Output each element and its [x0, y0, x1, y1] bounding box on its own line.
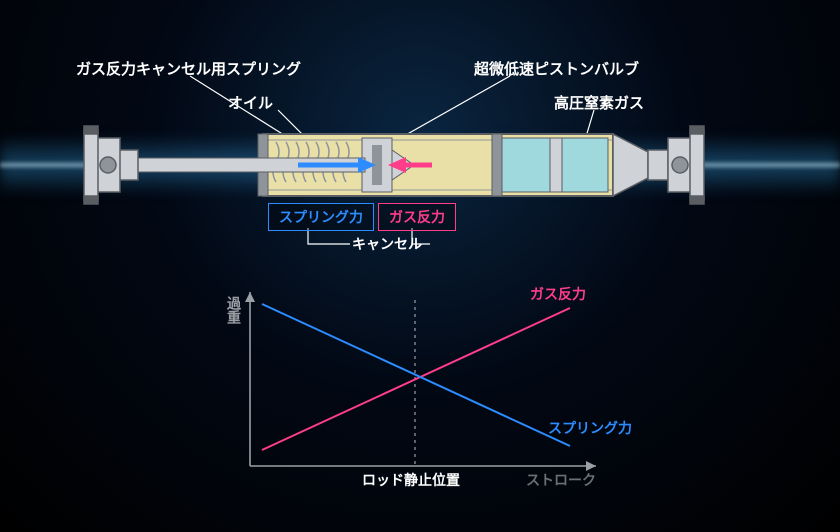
graph-spring-label: スプリング力: [548, 418, 632, 438]
neutral-label: ロッド静止位置: [362, 470, 460, 490]
y-axis-label: 過重: [224, 296, 244, 324]
cancel-label: キャンセル: [352, 234, 422, 254]
x-axis-label: ストローク: [526, 470, 596, 490]
spring-force-tag: スプリング力: [268, 203, 374, 231]
graph-gas-label: ガス反力: [530, 284, 586, 304]
diagram-svg: [0, 0, 840, 532]
gas-force-tag: ガス反力: [378, 203, 456, 231]
graph: [245, 292, 596, 471]
